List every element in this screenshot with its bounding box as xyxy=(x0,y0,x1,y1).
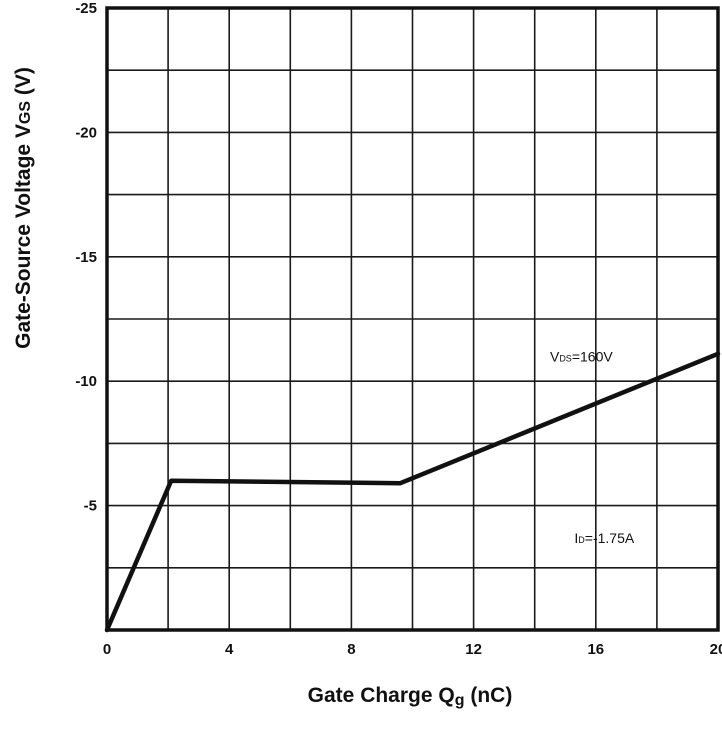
y-axis-title-unit: (V) xyxy=(12,67,35,101)
x-tick-label: 16 xyxy=(587,641,604,658)
y-tick-label: -5 xyxy=(84,498,97,515)
plot-frame xyxy=(105,6,720,632)
x-axis-title-main: Gate Charge Q xyxy=(308,684,455,707)
annotation-label: VDS=160V xyxy=(550,348,613,364)
y-tick-label: -10 xyxy=(75,373,97,390)
x-tick-label: 8 xyxy=(347,641,355,658)
y-axis-title: Gate-Source Voltage VGS (V) xyxy=(12,67,35,349)
annotation-label: ID=-1.75A xyxy=(574,530,634,546)
x-tick-label: 12 xyxy=(465,641,482,658)
y-axis-title-sub: GS xyxy=(17,101,34,124)
x-axis-title: Gate Charge Qg (nC) xyxy=(308,684,513,709)
x-axis-title-unit: (nC) xyxy=(465,684,513,707)
grid xyxy=(107,8,718,630)
x-tick-label: 20 xyxy=(710,641,722,658)
y-tick-label: -20 xyxy=(75,124,97,141)
y-axis-title-main: Gate-Source Voltage V xyxy=(12,124,35,349)
series-line xyxy=(104,351,721,633)
x-tick-label: 4 xyxy=(225,641,234,658)
annotations: VDS=160V ID=-1.75A xyxy=(550,348,635,546)
x-axis-title-sub: g xyxy=(455,692,465,709)
y-tick-label: -25 xyxy=(75,0,97,17)
plot-series xyxy=(104,351,721,633)
tick-labels: 0 4 8 12 16 20 -5 -10 -15 -20 -25 xyxy=(75,0,722,658)
x-tick-label: 0 xyxy=(103,641,111,658)
y-tick-label: -15 xyxy=(75,249,97,266)
